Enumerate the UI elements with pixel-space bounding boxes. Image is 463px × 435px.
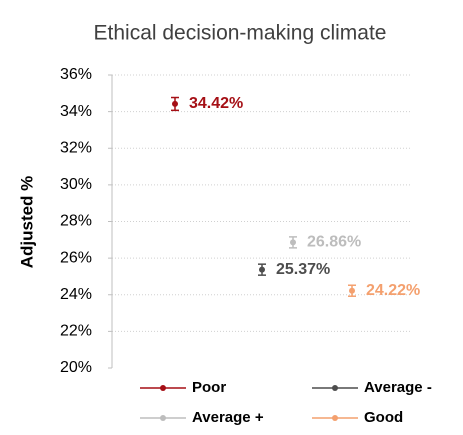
y-tick-label: 28% bbox=[60, 213, 92, 230]
value-label: 24.22% bbox=[366, 282, 420, 299]
legend-marker bbox=[332, 385, 338, 391]
data-point bbox=[290, 239, 296, 246]
data-point bbox=[259, 266, 265, 273]
data-point bbox=[349, 287, 355, 294]
y-tick-label: 36% bbox=[60, 66, 92, 83]
y-tick-label: 30% bbox=[60, 176, 92, 193]
y-tick-label: 32% bbox=[60, 139, 92, 156]
y-tick-label: 26% bbox=[60, 249, 92, 266]
data-point bbox=[172, 100, 178, 107]
legend-label: Average - bbox=[364, 379, 432, 396]
legend-marker bbox=[160, 385, 166, 391]
value-label: 26.86% bbox=[307, 234, 361, 251]
legend-label: Good bbox=[364, 409, 403, 426]
legend-label: Average + bbox=[192, 409, 264, 426]
y-tick-label: 34% bbox=[60, 103, 92, 120]
y-tick-label: 20% bbox=[60, 359, 92, 376]
value-label: 25.37% bbox=[276, 261, 330, 278]
chart-title: Ethical decision-making climate bbox=[94, 22, 387, 45]
legend-marker bbox=[160, 415, 166, 421]
y-tick-label: 24% bbox=[60, 286, 92, 303]
value-label: 34.42% bbox=[189, 95, 243, 112]
legend-label: Poor bbox=[192, 379, 226, 396]
y-tick-label: 22% bbox=[60, 323, 92, 340]
legend-marker bbox=[332, 415, 338, 421]
y-axis-label: Adjusted % bbox=[17, 176, 36, 269]
